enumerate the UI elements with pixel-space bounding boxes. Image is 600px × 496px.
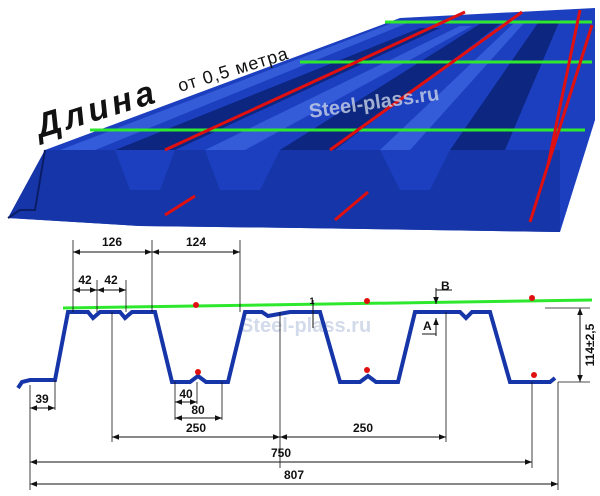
dim-label: 42 <box>78 273 92 287</box>
red-lines <box>164 9 594 223</box>
dim-label: 124 <box>186 235 206 249</box>
dim-label: 750 <box>271 446 291 460</box>
dim-label: 250 <box>353 421 373 435</box>
dim-label: 40 <box>179 387 193 401</box>
dimension-labels: 126 124 42 42 39 40 80 250 250 750 807 1… <box>35 235 597 482</box>
red-dots <box>193 295 537 378</box>
dim-label: 807 <box>284 468 304 482</box>
dim-label: 42 <box>104 273 118 287</box>
marker-label: 1 <box>309 296 314 306</box>
dim-label: 126 <box>102 235 122 249</box>
dim-label: 39 <box>35 392 49 406</box>
top-line <box>62 298 593 310</box>
dim-label: 80 <box>191 403 205 417</box>
dim-label: 250 <box>186 421 206 435</box>
dimension-lines <box>29 240 590 490</box>
marker-label: B <box>441 279 450 293</box>
marker-label: A <box>423 319 432 333</box>
dim-label: 114±2,5 <box>583 323 597 366</box>
watermark: Steel-plass.ru <box>240 315 371 337</box>
profile <box>16 310 557 390</box>
green-lines <box>90 20 592 132</box>
